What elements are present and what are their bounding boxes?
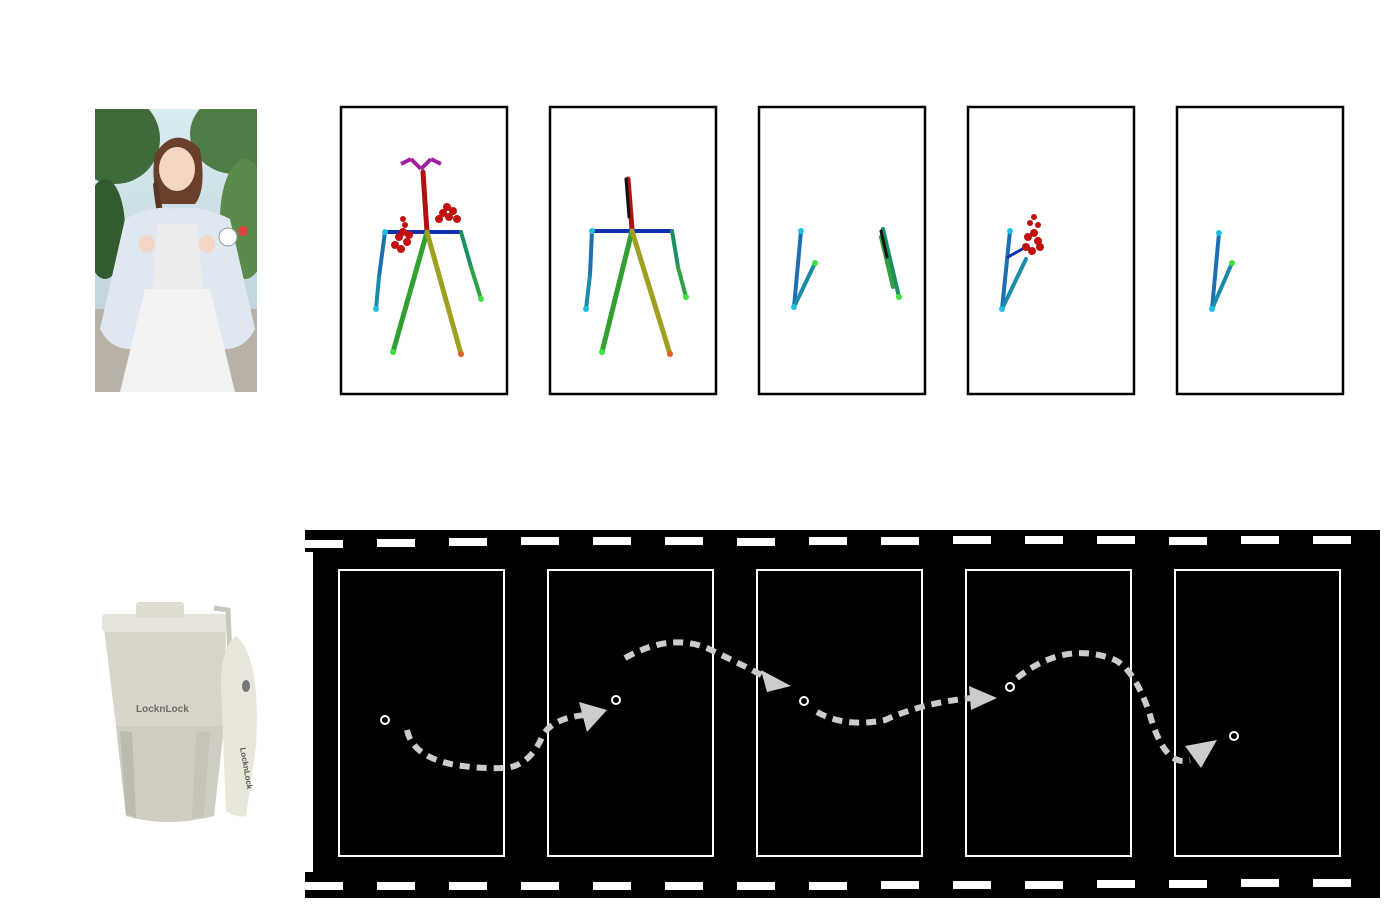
pose-skeleton bbox=[1210, 231, 1234, 311]
person-photo-icon bbox=[95, 109, 257, 392]
hand-keypoints bbox=[391, 203, 461, 253]
pose-frame-3 bbox=[757, 105, 927, 396]
trajectory-film-strip bbox=[305, 530, 1380, 898]
trajectory-arrowheads bbox=[579, 670, 1217, 768]
tumbler-brand-text: LocknLock bbox=[136, 704, 189, 715]
reference-object-image: LocknLock LocknLock bbox=[96, 596, 266, 828]
trajectory-point-3 bbox=[799, 696, 809, 706]
pose-frame-2 bbox=[548, 105, 718, 396]
film-frame-3 bbox=[756, 569, 923, 857]
face-keypoints bbox=[400, 157, 442, 171]
pose-skeleton bbox=[792, 227, 901, 309]
film-frame-4 bbox=[965, 569, 1132, 857]
film-frames bbox=[338, 569, 1341, 857]
film-perforations-top bbox=[305, 536, 1351, 548]
film-frame-1 bbox=[338, 569, 505, 857]
trajectory-point-5 bbox=[1229, 731, 1239, 741]
pose-skeleton bbox=[374, 169, 483, 357]
reference-person-image bbox=[95, 109, 257, 392]
pose-frame-5 bbox=[1175, 105, 1345, 396]
pose-skeleton bbox=[584, 176, 688, 357]
hand-keypoints bbox=[1022, 214, 1044, 255]
pose-frame-4 bbox=[966, 105, 1136, 396]
trajectory-point-2 bbox=[611, 695, 621, 705]
trajectory-points bbox=[380, 682, 1239, 741]
trajectory-path bbox=[404, 639, 1191, 772]
trajectory-point-4 bbox=[1005, 682, 1015, 692]
film-perforations-bottom bbox=[305, 879, 1351, 890]
pose-frame-1 bbox=[339, 105, 509, 396]
pose-frames-row bbox=[339, 105, 1346, 396]
film-frame-5 bbox=[1174, 569, 1341, 857]
tumbler-photo-icon: LocknLock LocknLock bbox=[102, 602, 257, 822]
film-frame-2 bbox=[547, 569, 714, 857]
trajectory-point-1 bbox=[380, 715, 390, 725]
